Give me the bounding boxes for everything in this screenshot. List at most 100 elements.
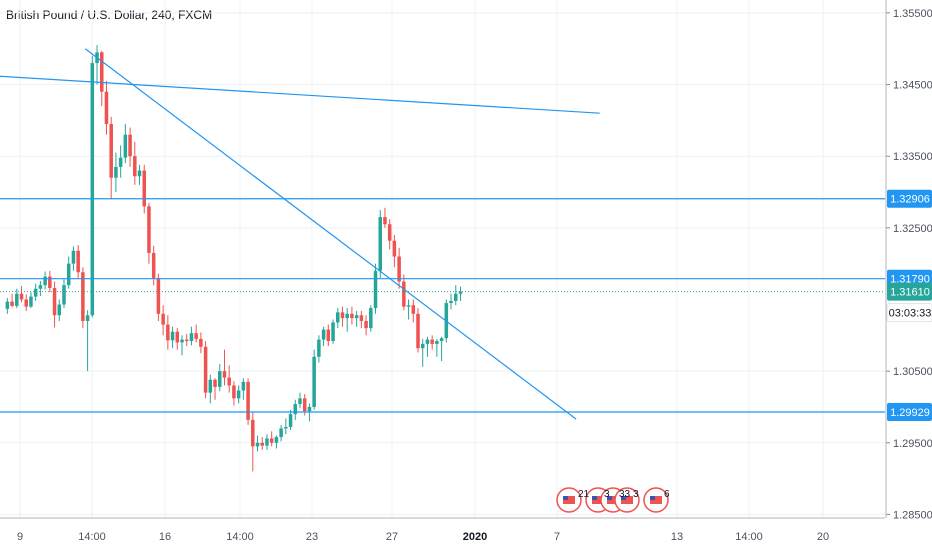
- candle-body: [284, 427, 288, 429]
- x-tick-label: 16: [159, 531, 171, 543]
- candle-body: [213, 379, 217, 387]
- candle-body: [378, 217, 382, 271]
- candle-body: [439, 338, 444, 342]
- candle-body: [90, 63, 95, 316]
- event-marker-count: 33: [619, 489, 631, 500]
- candle-body: [109, 123, 113, 178]
- candle-body: [392, 240, 397, 257]
- candle-body: [57, 304, 62, 316]
- x-tick-label: 9: [17, 531, 23, 543]
- candle-body: [293, 404, 298, 415]
- price-tag: [887, 282, 932, 301]
- candle-body: [142, 170, 146, 207]
- x-tick-label: 14:00: [226, 531, 254, 543]
- candle-body: [246, 381, 250, 420]
- candle-body: [411, 305, 416, 314]
- candle-body: [5, 301, 10, 309]
- candle-body: [232, 385, 236, 399]
- candle-body: [279, 428, 283, 438]
- candle-body: [402, 281, 406, 307]
- flag-canton: [650, 496, 655, 500]
- event-markers[interactable]: 21 3 33 3 6: [556, 487, 670, 513]
- candle-body: [85, 315, 90, 321]
- flag-icon: [563, 496, 575, 504]
- candle-body: [454, 293, 458, 301]
- price-tag-label: 1.31610: [890, 287, 930, 299]
- candle-body: [269, 438, 274, 443]
- candle-body: [151, 252, 156, 278]
- candle-body: [29, 296, 33, 307]
- y-tick-label: 1.33500: [893, 151, 932, 163]
- candle-body: [118, 157, 123, 167]
- candle-body: [114, 166, 118, 178]
- trendline: [0, 75, 600, 114]
- price-tag: [887, 403, 932, 422]
- y-tick-label: 1.35500: [893, 8, 932, 20]
- candle-body: [274, 437, 279, 443]
- candle-body: [373, 270, 378, 309]
- candle-body: [100, 52, 104, 92]
- candle-body: [326, 329, 331, 342]
- candle-body: [302, 398, 307, 412]
- candle-body: [430, 339, 434, 344]
- flag-canton: [621, 496, 626, 500]
- x-tick-label: 20: [817, 531, 829, 543]
- flag-canton: [592, 496, 597, 500]
- candle-body: [66, 263, 71, 286]
- candle-body: [137, 170, 142, 177]
- x-tick-label: 13: [671, 531, 683, 543]
- chart-title: British Pound / U.S. Dollar, 240, FXCM: [6, 8, 213, 22]
- price-tag: [886, 303, 932, 323]
- candle-body: [265, 438, 269, 446]
- x-tick-label: 14:00: [78, 531, 106, 543]
- flag-canton: [563, 496, 568, 500]
- event-marker: [614, 487, 640, 513]
- y-tick-label: 1.28500: [893, 509, 932, 521]
- candle-body: [104, 91, 109, 124]
- price-tag-label: 1.32906: [890, 194, 930, 206]
- candle-body: [76, 250, 80, 273]
- candle-body: [43, 276, 47, 286]
- candle-body: [340, 312, 345, 319]
- candle-body: [425, 339, 430, 344]
- x-tick-label: 2020: [463, 531, 487, 543]
- candle-body: [203, 346, 208, 393]
- candle-body: [416, 313, 420, 349]
- candles: [5, 45, 463, 472]
- candle-body: [397, 256, 401, 282]
- candle-body: [194, 333, 198, 339]
- candle-body: [458, 291, 463, 294]
- candle-body: [288, 414, 293, 428]
- price-tag-label: 1.29929: [890, 407, 930, 419]
- candle-body: [199, 338, 203, 347]
- candle-body: [260, 442, 264, 446]
- candle-body: [227, 377, 231, 386]
- x-tick-label: 27: [386, 531, 398, 543]
- x-tick-label: 14:00: [735, 531, 763, 543]
- candle-body: [175, 331, 180, 343]
- candle-body: [133, 156, 137, 177]
- candle-body: [307, 406, 312, 412]
- candle-body: [128, 134, 132, 157]
- candle-body: [383, 217, 387, 225]
- candle-body: [10, 301, 14, 306]
- candle-body: [364, 320, 368, 329]
- candle-body: [184, 339, 189, 342]
- candle-body: [420, 343, 425, 349]
- candle-body: [331, 322, 335, 342]
- price-tag: [887, 189, 932, 208]
- candle-body: [241, 381, 246, 391]
- candle-body: [387, 224, 392, 241]
- grid: [0, 0, 885, 518]
- candle-body: [312, 356, 316, 407]
- candle-body: [298, 398, 302, 405]
- y-tick-label: 1.29500: [893, 438, 932, 450]
- candle-body: [166, 324, 170, 341]
- candle-body: [15, 293, 19, 306]
- candle-body: [317, 339, 321, 357]
- candle-body: [255, 442, 260, 447]
- drawings[interactable]: [0, 48, 885, 420]
- event-marker-count: 3: [604, 489, 610, 500]
- candle-body: [369, 308, 373, 329]
